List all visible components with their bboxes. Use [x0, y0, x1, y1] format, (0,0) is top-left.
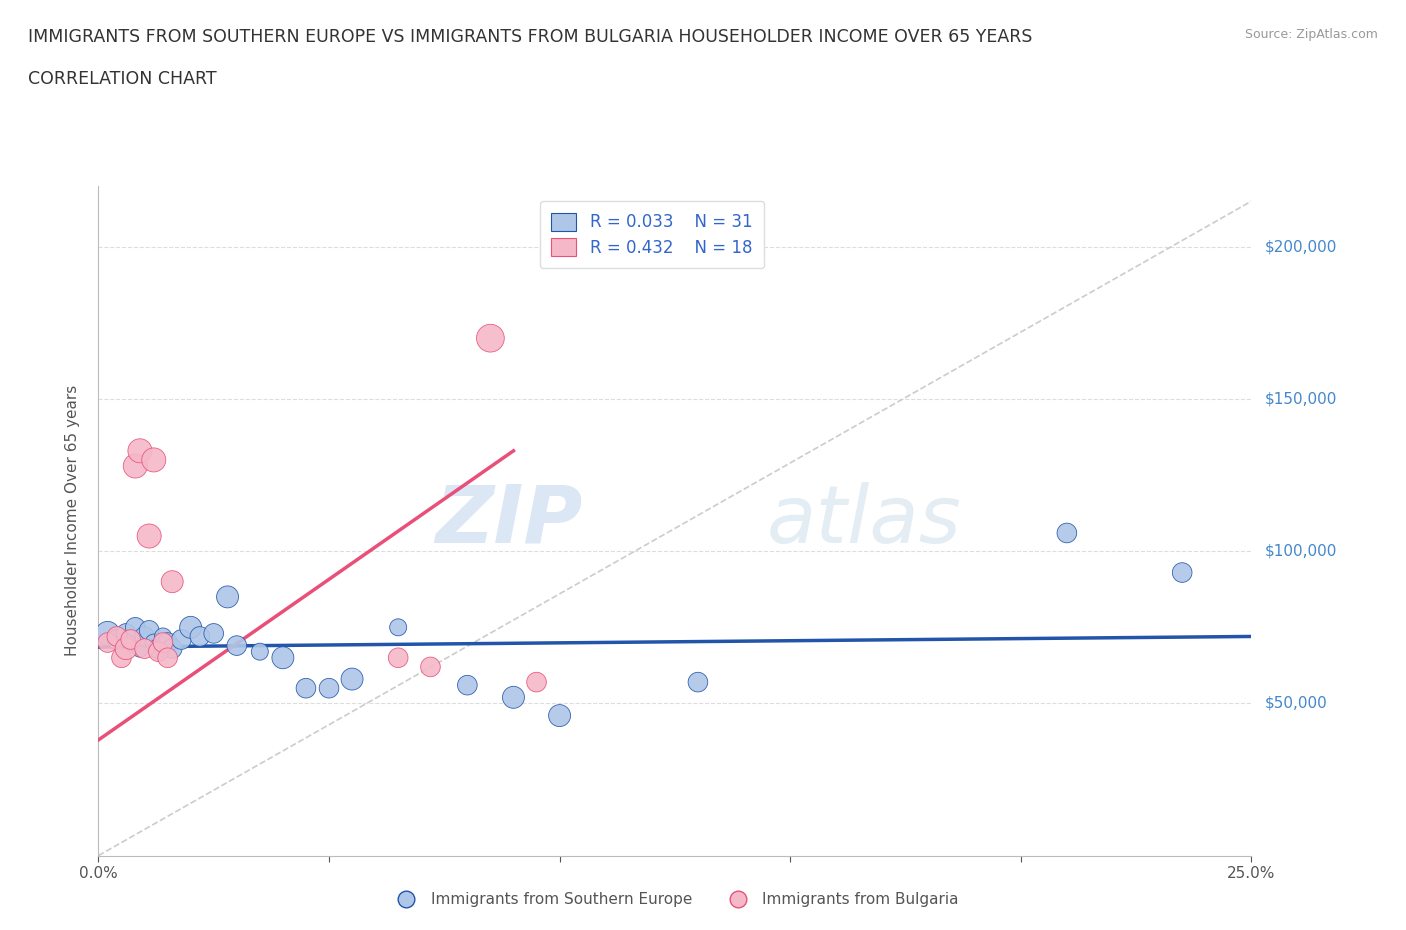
Point	[110, 650, 132, 665]
Point	[156, 650, 179, 665]
Point	[142, 453, 165, 468]
Point	[142, 635, 165, 650]
Point	[134, 641, 156, 656]
Point	[152, 635, 174, 650]
Text: IMMIGRANTS FROM SOUTHERN EUROPE VS IMMIGRANTS FROM BULGARIA HOUSEHOLDER INCOME O: IMMIGRANTS FROM SOUTHERN EUROPE VS IMMIG…	[28, 28, 1032, 46]
Text: ZIP: ZIP	[436, 482, 582, 560]
Y-axis label: Householder Income Over 65 years: Householder Income Over 65 years	[65, 385, 80, 657]
Text: atlas: atlas	[768, 482, 962, 560]
Point	[502, 690, 524, 705]
Point	[105, 632, 128, 647]
Point	[129, 641, 152, 656]
Point	[479, 331, 502, 346]
Point	[387, 650, 409, 665]
Legend: R = 0.033    N = 31, R = 0.432    N = 18: R = 0.033 N = 31, R = 0.432 N = 18	[540, 201, 763, 269]
Point	[134, 629, 156, 644]
Point	[138, 623, 160, 638]
Point	[115, 641, 138, 656]
Point	[138, 528, 160, 543]
Point	[419, 659, 441, 674]
Point	[217, 590, 239, 604]
Point	[105, 629, 128, 644]
Point	[170, 632, 193, 647]
Point	[387, 620, 409, 635]
Point	[148, 644, 170, 659]
Point	[97, 626, 120, 641]
Text: $200,000: $200,000	[1265, 239, 1337, 255]
Text: $150,000: $150,000	[1265, 392, 1337, 406]
Point	[295, 681, 318, 696]
Point	[340, 671, 363, 686]
Point	[124, 620, 146, 635]
Point	[160, 574, 183, 589]
Text: CORRELATION CHART: CORRELATION CHART	[28, 70, 217, 87]
Point	[1171, 565, 1194, 580]
Point	[686, 674, 709, 689]
Point	[156, 635, 179, 650]
Point	[124, 458, 146, 473]
Point	[97, 635, 120, 650]
Point	[225, 638, 247, 653]
Text: Source: ZipAtlas.com: Source: ZipAtlas.com	[1244, 28, 1378, 41]
Point	[115, 626, 138, 641]
Text: $100,000: $100,000	[1265, 544, 1337, 559]
Point	[120, 632, 142, 647]
Point	[202, 626, 225, 641]
Text: $50,000: $50,000	[1265, 696, 1329, 711]
Point	[456, 678, 478, 693]
Point	[526, 674, 548, 689]
Point	[249, 644, 271, 659]
Point	[160, 641, 183, 656]
Legend: Immigrants from Southern Europe, Immigrants from Bulgaria: Immigrants from Southern Europe, Immigra…	[385, 886, 965, 913]
Point	[548, 708, 571, 723]
Point	[129, 444, 152, 458]
Point	[180, 620, 202, 635]
Point	[1056, 525, 1078, 540]
Point	[120, 635, 142, 650]
Point	[152, 629, 174, 644]
Point	[188, 629, 211, 644]
Point	[318, 681, 340, 696]
Point	[148, 641, 170, 656]
Point	[271, 650, 294, 665]
